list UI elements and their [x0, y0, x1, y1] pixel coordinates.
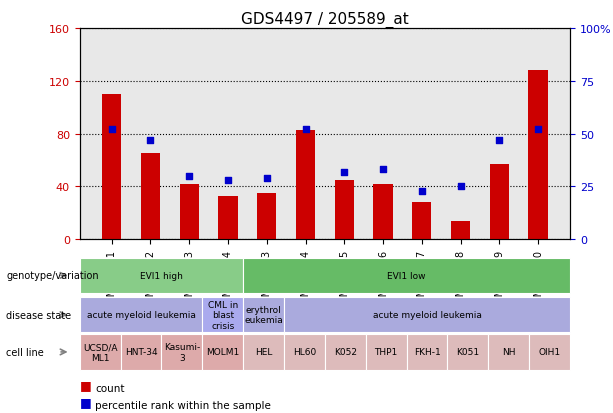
Text: disease state: disease state	[6, 310, 71, 320]
Point	[300, 127, 310, 133]
Bar	[490, 164, 509, 240]
Point	[262, 175, 272, 182]
Point	[223, 177, 233, 184]
Point	[107, 127, 116, 133]
Bar	[373, 184, 393, 240]
Bar	[296, 130, 315, 240]
Bar	[180, 184, 199, 240]
Text: HNT-34: HNT-34	[124, 348, 158, 356]
Point	[185, 173, 194, 180]
Text: THP1: THP1	[375, 348, 398, 356]
Text: acute myeloid leukemia: acute myeloid leukemia	[373, 311, 481, 319]
Text: MOLM1: MOLM1	[206, 348, 239, 356]
Text: EVI1 high: EVI1 high	[140, 271, 183, 280]
Text: EVI1 low: EVI1 low	[387, 271, 426, 280]
Text: count: count	[95, 383, 124, 393]
Text: acute myeloid leukemia: acute myeloid leukemia	[86, 311, 196, 319]
Text: FKH-1: FKH-1	[414, 348, 440, 356]
Point	[417, 188, 427, 195]
Point	[533, 127, 543, 133]
Title: GDS4497 / 205589_at: GDS4497 / 205589_at	[241, 12, 409, 28]
Bar	[102, 95, 121, 240]
Bar	[528, 71, 548, 240]
Text: erythrol
eukemia: erythrol eukemia	[244, 305, 283, 325]
Text: genotype/variation: genotype/variation	[6, 271, 99, 281]
Bar	[451, 221, 470, 240]
Point	[455, 183, 465, 190]
Text: HL60: HL60	[293, 348, 316, 356]
Point	[145, 137, 155, 144]
Text: percentile rank within the sample: percentile rank within the sample	[95, 400, 271, 410]
Text: CML in
blast
crisis: CML in blast crisis	[208, 300, 238, 330]
Bar	[218, 196, 238, 240]
Text: K051: K051	[456, 348, 479, 356]
Point	[495, 137, 504, 144]
Text: OIH1: OIH1	[539, 348, 561, 356]
Bar	[335, 180, 354, 240]
Text: K052: K052	[334, 348, 357, 356]
Point	[340, 169, 349, 176]
Bar	[141, 154, 160, 240]
Text: ■: ■	[80, 395, 91, 408]
Text: UCSD/A
ML1: UCSD/A ML1	[83, 342, 117, 362]
Point	[378, 167, 388, 173]
Bar	[257, 193, 276, 240]
Text: HEL: HEL	[255, 348, 272, 356]
Text: Kasumi-
3: Kasumi- 3	[164, 342, 200, 362]
Text: NH: NH	[502, 348, 516, 356]
Text: ■: ■	[80, 378, 91, 391]
Text: cell line: cell line	[6, 347, 44, 357]
Bar	[412, 203, 432, 240]
